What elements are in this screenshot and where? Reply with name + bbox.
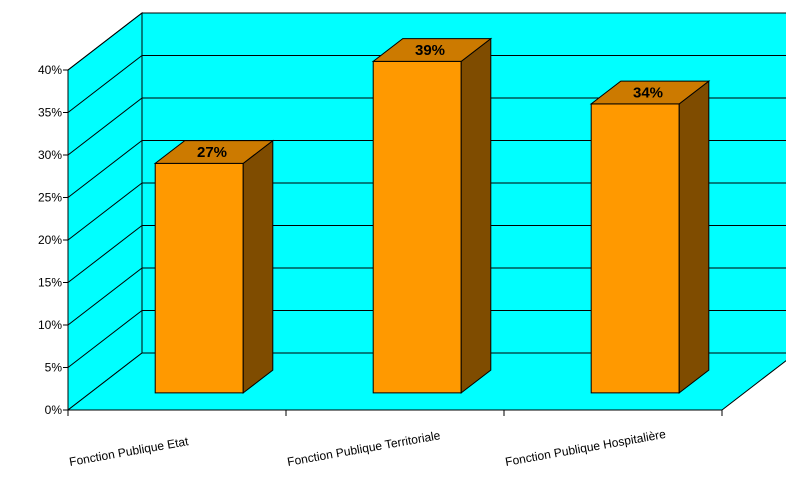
bar-top: [153, 140, 275, 164]
bar-side: [460, 37, 492, 394]
y-tick-label: 0%: [45, 403, 63, 417]
data-label: 34%: [633, 85, 663, 102]
y-tick-label: 10%: [38, 318, 62, 332]
x-category-label: Fonction Publique Etat: [68, 434, 190, 469]
bar-front: [372, 60, 462, 394]
data-label: 27%: [197, 144, 227, 161]
bar-top: [371, 38, 493, 62]
gridline-side: [67, 182, 143, 241]
y-tick-label: 15%: [38, 276, 62, 290]
y-tick-label: 25%: [38, 191, 62, 205]
gridline-side: [67, 97, 143, 156]
bar-side: [678, 80, 710, 394]
gridline-side: [67, 310, 143, 368]
bar-front: [154, 162, 244, 394]
data-label: 39%: [415, 42, 445, 59]
y-tick-label: 20%: [38, 233, 62, 247]
x-category-label: Fonction Publique Territoriale: [286, 428, 442, 469]
y-tick-label: 30%: [38, 148, 62, 162]
gridline-side: [67, 140, 143, 198]
y-tick-label: 35%: [38, 106, 62, 120]
gridline-side: [67, 12, 143, 71]
gridline-side: [67, 225, 143, 283]
y-tick-label: 5%: [45, 361, 63, 375]
bar-top: [589, 80, 711, 105]
gridline-side: [67, 55, 143, 113]
y-tick-label: 40%: [38, 63, 62, 77]
bar-front: [590, 103, 680, 394]
bar-side: [242, 139, 274, 394]
gridline-side: [67, 267, 143, 326]
x-category-label: Fonction Publique Hospitalière: [504, 427, 667, 469]
